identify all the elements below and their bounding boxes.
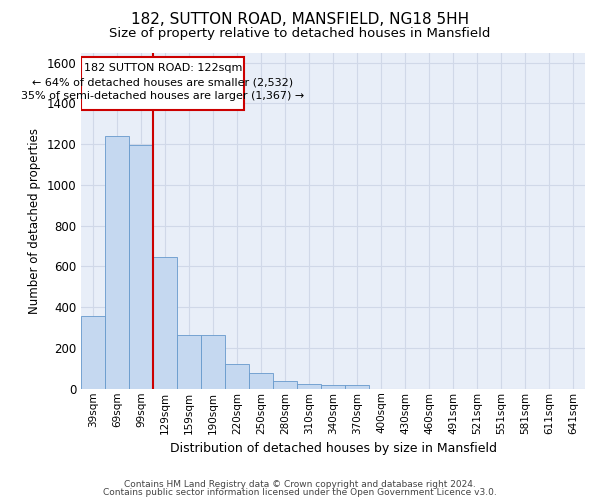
Text: Size of property relative to detached houses in Mansfield: Size of property relative to detached ho… xyxy=(109,28,491,40)
Y-axis label: Number of detached properties: Number of detached properties xyxy=(28,128,41,314)
X-axis label: Distribution of detached houses by size in Mansfield: Distribution of detached houses by size … xyxy=(170,442,497,455)
Text: Contains HM Land Registry data © Crown copyright and database right 2024.: Contains HM Land Registry data © Crown c… xyxy=(124,480,476,489)
Bar xyxy=(82,56,244,110)
Bar xyxy=(225,364,249,389)
Bar xyxy=(177,335,201,389)
Text: 182, SUTTON ROAD, MANSFIELD, NG18 5HH: 182, SUTTON ROAD, MANSFIELD, NG18 5HH xyxy=(131,12,469,28)
Bar xyxy=(345,385,369,389)
Bar xyxy=(130,145,153,389)
Text: 35% of semi-detached houses are larger (1,367) →: 35% of semi-detached houses are larger (… xyxy=(21,92,305,102)
Bar xyxy=(297,384,321,389)
Bar xyxy=(249,374,273,389)
Bar xyxy=(82,316,106,389)
Text: Contains public sector information licensed under the Open Government Licence v3: Contains public sector information licen… xyxy=(103,488,497,497)
Bar xyxy=(106,136,130,389)
Bar xyxy=(201,335,225,389)
Bar xyxy=(273,381,297,389)
Text: 182 SUTTON ROAD: 122sqm: 182 SUTTON ROAD: 122sqm xyxy=(83,63,242,73)
Bar xyxy=(153,258,177,389)
Bar xyxy=(321,385,345,389)
Text: ← 64% of detached houses are smaller (2,532): ← 64% of detached houses are smaller (2,… xyxy=(32,77,293,87)
